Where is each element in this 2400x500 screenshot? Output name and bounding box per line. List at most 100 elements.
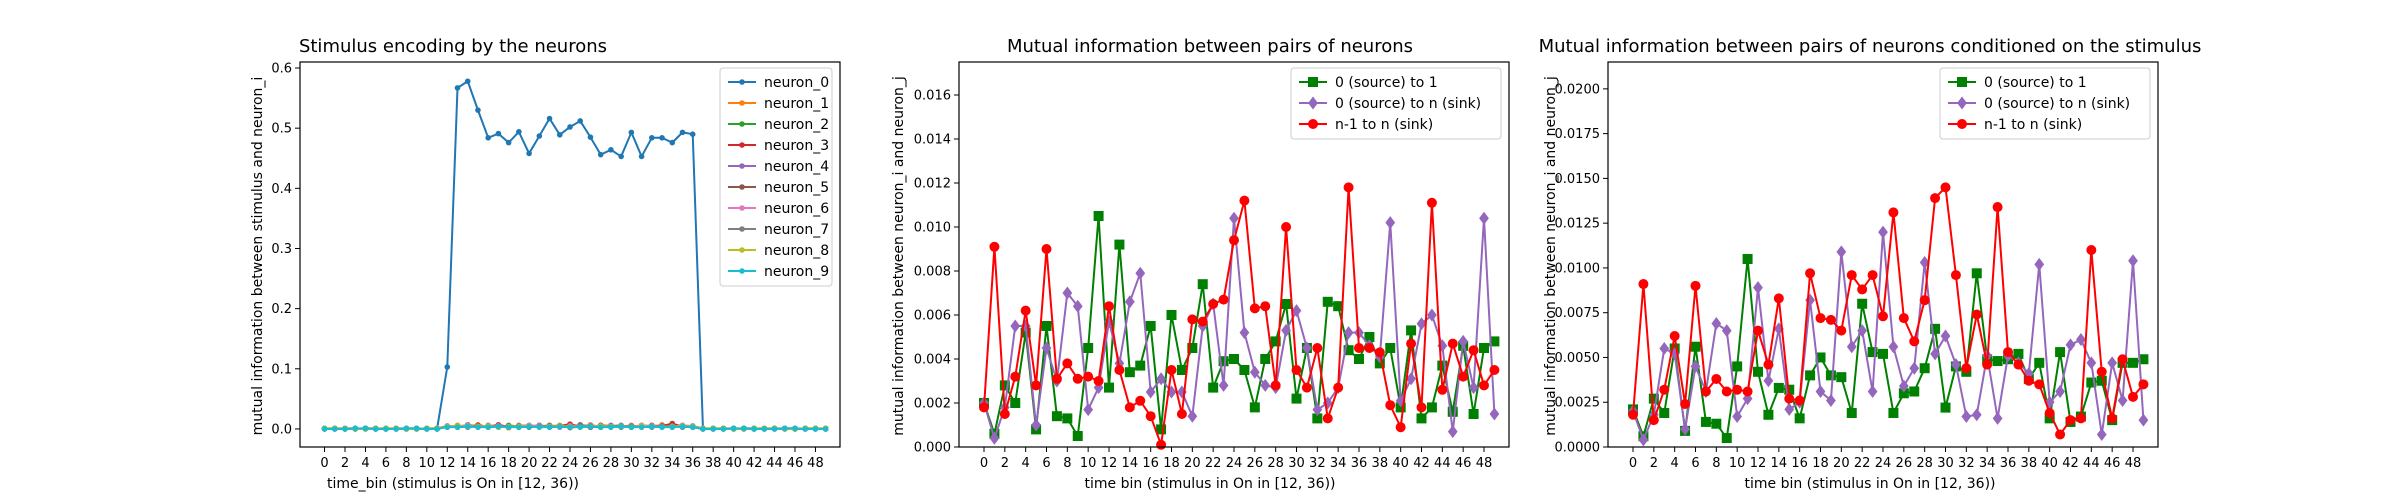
data-point — [1468, 409, 1479, 419]
legend-entry: neuron_1 — [728, 96, 829, 112]
legend-entry: 0 (source) to n (sink) — [1948, 96, 2130, 112]
x-tick-label: 20 — [1184, 456, 1201, 471]
data-point — [342, 426, 348, 432]
data-point — [1659, 407, 1670, 418]
legend-label: neuron_9 — [764, 264, 829, 280]
data-point — [1395, 402, 1406, 413]
data-point — [1135, 360, 1146, 371]
x-tick-label: 22 — [541, 456, 558, 471]
legend-marker — [739, 100, 745, 106]
data-point — [1124, 367, 1135, 378]
data-point — [638, 153, 645, 160]
data-point — [444, 364, 451, 370]
data-point — [1385, 400, 1396, 411]
data-point — [1659, 384, 1670, 395]
data-point — [1020, 305, 1031, 316]
data-point — [1961, 363, 1972, 374]
data-point — [1919, 363, 1930, 374]
data-point — [1794, 413, 1805, 424]
x-tick-label: 8 — [1712, 456, 1720, 471]
data-point — [1281, 222, 1292, 232]
data-point — [2023, 375, 2034, 386]
x-tick-label: 36 — [684, 456, 701, 471]
data-point — [1888, 407, 1899, 418]
x-axis-label: time bin (stimulus in On in [12, 36)) — [1744, 476, 1995, 492]
data-point — [1690, 341, 1701, 352]
data-point — [1992, 411, 2003, 425]
data-point — [495, 130, 502, 137]
legend-marker — [739, 184, 745, 190]
data-point — [1919, 295, 1930, 306]
data-point — [1145, 411, 1156, 422]
x-tick-label: 24 — [1875, 456, 1892, 471]
data-point — [1322, 413, 1333, 424]
x-tick-label: 46 — [1455, 456, 1472, 471]
data-point — [1940, 182, 1951, 193]
data-point — [1940, 402, 1951, 413]
data-point — [628, 424, 635, 430]
y-tick-label: 0.0200 — [1555, 82, 1601, 97]
x-tick-label: 42 — [2062, 456, 2079, 471]
data-point — [1010, 371, 1021, 382]
data-point — [802, 426, 809, 432]
data-point — [495, 423, 502, 430]
data-point — [1825, 370, 1836, 381]
data-point — [516, 128, 522, 135]
data-point — [1124, 402, 1135, 413]
x-tick-label: 6 — [1042, 456, 1050, 471]
data-point — [505, 424, 512, 430]
data-point — [1343, 182, 1354, 193]
data-point — [1992, 202, 2003, 213]
data-point — [1291, 393, 1302, 404]
data-point — [1385, 216, 1396, 230]
data-point — [2034, 379, 2045, 390]
legend: 0 (source) to 1 0 (source) to n (sink) n-1… — [1290, 67, 1502, 140]
legend-label: n-1 to n (sink) — [1335, 117, 1433, 133]
data-point — [536, 424, 543, 430]
data-point — [1385, 343, 1396, 353]
data-point — [536, 133, 543, 139]
data-point — [1083, 343, 1094, 353]
x-tick-label: 48 — [2125, 456, 2142, 471]
data-point — [669, 139, 676, 146]
data-point — [1784, 402, 1795, 416]
x-tick-label: 18 — [1163, 456, 1180, 471]
legend-marker — [739, 142, 745, 148]
data-point — [2055, 347, 2066, 358]
data-point — [1354, 343, 1364, 353]
data-point — [1270, 336, 1281, 347]
data-point — [1711, 316, 1722, 330]
data-point — [1878, 225, 1888, 239]
x-tick-label: 44 — [1434, 456, 1451, 471]
data-point — [2096, 366, 2107, 377]
x-tick-label: 4 — [361, 456, 369, 471]
legend-box — [1290, 67, 1502, 140]
x-tick-label: 42 — [1413, 456, 1430, 471]
x-tick-label: 16 — [1791, 456, 1808, 471]
chart-pairwise-mi: Mutual information between pairs of neur… — [891, 36, 1510, 492]
data-point — [1301, 382, 1312, 393]
legend-label: neuron_6 — [764, 201, 829, 217]
x-tick-label: 12 — [1101, 456, 1118, 471]
series-3 — [1628, 182, 2149, 440]
data-point — [1249, 303, 1260, 314]
y-tick-label: 0.014 — [914, 133, 951, 148]
x-tick-label: 36 — [1351, 456, 1368, 471]
y-tick-label: 0.0025 — [1555, 396, 1601, 411]
data-point — [1364, 332, 1375, 342]
data-point — [659, 424, 665, 430]
data-point — [1176, 365, 1187, 375]
data-point — [1700, 416, 1711, 427]
legend-entry: neuron_3 — [728, 138, 829, 154]
x-tick-label: 32 — [644, 456, 661, 471]
data-point — [1836, 372, 1847, 383]
data-point — [1753, 366, 1763, 377]
data-point — [2076, 333, 2086, 347]
data-point — [781, 425, 788, 432]
data-point — [1826, 393, 1836, 407]
y-tick-label: 0.002 — [914, 397, 951, 412]
legend-entry: n-1 to n (sink) — [1299, 117, 1433, 133]
data-point — [1930, 193, 1941, 204]
data-point — [1846, 340, 1857, 354]
x-tick-label: 42 — [746, 456, 763, 471]
